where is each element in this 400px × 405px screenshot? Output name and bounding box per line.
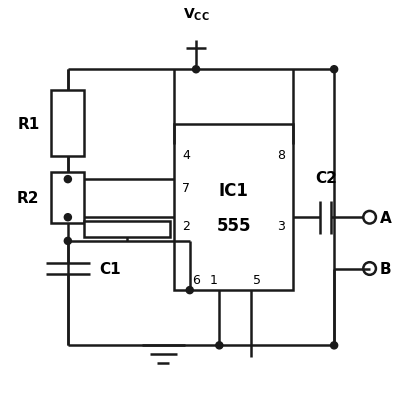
Text: 7: 7 — [182, 182, 190, 195]
Bar — [51, 172, 84, 223]
Circle shape — [186, 287, 193, 294]
Text: 6: 6 — [192, 273, 200, 286]
Text: 555: 555 — [216, 217, 251, 234]
Circle shape — [330, 342, 338, 349]
Circle shape — [64, 176, 72, 183]
Text: B: B — [380, 261, 391, 276]
Text: A: A — [380, 210, 391, 225]
Circle shape — [330, 66, 338, 74]
Bar — [51, 91, 84, 157]
Text: 8: 8 — [277, 149, 285, 162]
Text: IC1: IC1 — [218, 181, 248, 199]
Circle shape — [64, 214, 72, 221]
Text: 1: 1 — [210, 273, 217, 286]
Circle shape — [216, 342, 223, 349]
Text: $\mathbf{V_{CC}}$: $\mathbf{V_{CC}}$ — [183, 6, 209, 23]
Text: 2: 2 — [182, 220, 190, 232]
Bar — [174, 125, 293, 290]
Text: C1: C1 — [100, 261, 121, 276]
Text: R1: R1 — [17, 116, 40, 131]
Bar — [84, 222, 170, 237]
Text: C2: C2 — [315, 171, 337, 185]
Text: R2: R2 — [17, 190, 40, 205]
Text: 4: 4 — [182, 149, 190, 162]
Text: 5: 5 — [253, 273, 261, 286]
Text: 3: 3 — [277, 220, 285, 232]
Circle shape — [64, 238, 72, 245]
Circle shape — [192, 66, 200, 74]
